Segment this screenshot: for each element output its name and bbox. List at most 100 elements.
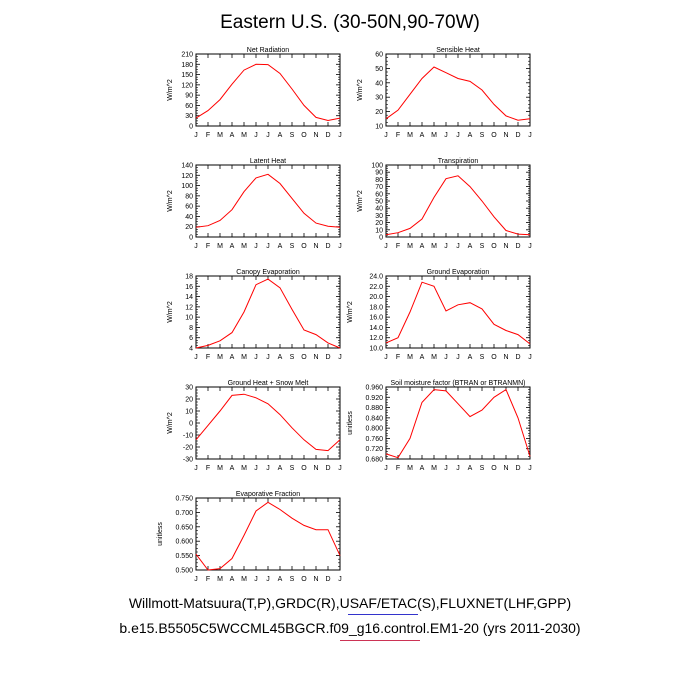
data-point bbox=[385, 342, 386, 343]
x-tick-label: M bbox=[407, 243, 413, 250]
x-tick-label: J bbox=[254, 243, 258, 250]
x-tick-label: F bbox=[396, 243, 400, 250]
data-point bbox=[339, 118, 340, 119]
data-point bbox=[243, 70, 244, 71]
data-point bbox=[231, 332, 232, 333]
data-point bbox=[327, 342, 328, 343]
y-tick-label: 90 bbox=[375, 170, 383, 177]
x-tick-label: O bbox=[301, 354, 307, 361]
data-point bbox=[457, 78, 458, 79]
x-tick-label: A bbox=[420, 354, 425, 361]
x-tick-label: N bbox=[313, 465, 318, 472]
x-tick-label: N bbox=[313, 243, 318, 250]
y-tick-label: 30 bbox=[185, 385, 193, 392]
y-tick-label: 0 bbox=[379, 235, 383, 242]
plot-frame bbox=[195, 497, 341, 571]
data-point bbox=[219, 220, 220, 221]
x-tick-label: A bbox=[468, 243, 473, 250]
x-tick-label: M bbox=[407, 465, 413, 472]
data-point bbox=[493, 397, 494, 398]
data-point bbox=[255, 510, 256, 511]
data-point bbox=[207, 425, 208, 426]
data-point bbox=[231, 395, 232, 396]
data-point bbox=[517, 334, 518, 335]
y-tick-label: 210 bbox=[181, 52, 193, 59]
data-point bbox=[267, 502, 268, 503]
x-tick-label: O bbox=[491, 243, 497, 250]
data-point bbox=[291, 309, 292, 310]
panel-title: Evaporative Fraction bbox=[236, 491, 300, 498]
data-point bbox=[517, 120, 518, 121]
y-tick-label: 4 bbox=[189, 346, 193, 353]
x-tick-label: A bbox=[278, 576, 283, 583]
y-tick-label: 14.0 bbox=[369, 325, 383, 332]
data-point bbox=[195, 439, 196, 440]
y-tick-label: 0.840 bbox=[365, 415, 383, 422]
data-point bbox=[279, 509, 280, 510]
series-line bbox=[385, 66, 531, 121]
series-line bbox=[195, 278, 341, 349]
x-tick-label: J bbox=[254, 465, 258, 472]
x-tick-label: S bbox=[480, 243, 485, 250]
data-point bbox=[457, 403, 458, 404]
data-point bbox=[255, 284, 256, 285]
plot-frame bbox=[385, 53, 531, 127]
x-tick-label: J bbox=[254, 354, 258, 361]
x-tick-label: A bbox=[468, 354, 473, 361]
x-tick-label: O bbox=[301, 465, 307, 472]
x-tick-label: D bbox=[515, 354, 520, 361]
y-tick-label: 0.650 bbox=[175, 524, 193, 531]
data-point bbox=[445, 72, 446, 73]
data-point bbox=[493, 104, 494, 105]
x-tick-label: J bbox=[528, 465, 532, 472]
x-tick-label: J bbox=[456, 132, 460, 139]
panel-title: Transpiration bbox=[438, 158, 479, 165]
data-point bbox=[445, 178, 446, 179]
y-tick-label: 0.720 bbox=[365, 446, 383, 453]
data-point bbox=[207, 569, 208, 570]
x-tick-label: A bbox=[230, 576, 235, 583]
data-point bbox=[493, 324, 494, 325]
x-tick-label: J bbox=[338, 243, 342, 250]
series-line bbox=[195, 501, 341, 571]
data-point bbox=[279, 414, 280, 415]
x-tick-label: S bbox=[290, 465, 295, 472]
x-tick-label: J bbox=[456, 465, 460, 472]
x-tick-label: A bbox=[278, 243, 283, 250]
y-tick-label: 10 bbox=[375, 227, 383, 234]
data-point bbox=[409, 94, 410, 95]
data-point bbox=[267, 174, 268, 175]
y-tick-label: 8 bbox=[189, 325, 193, 332]
y-tick-label: 10 bbox=[185, 315, 193, 322]
data-point bbox=[243, 394, 244, 395]
y-axis-label: W/m^2 bbox=[167, 79, 174, 101]
data-point bbox=[327, 529, 328, 530]
x-tick-label: N bbox=[313, 576, 318, 583]
chart-panel-8: Soil moisture factor (BTRAN or BTRANMN) J… bbox=[347, 380, 532, 472]
x-tick-label: J bbox=[338, 354, 342, 361]
x-tick-label: F bbox=[396, 354, 400, 361]
data-point bbox=[315, 449, 316, 450]
data-point bbox=[339, 555, 340, 556]
series-line bbox=[195, 393, 341, 452]
y-tick-label: 30 bbox=[375, 95, 383, 102]
x-tick-label: S bbox=[480, 465, 485, 472]
y-axis-label: unitless bbox=[347, 411, 354, 435]
series-line bbox=[195, 63, 341, 122]
y-tick-label: 60 bbox=[185, 204, 193, 211]
data-point bbox=[327, 120, 328, 121]
x-tick-label: J bbox=[338, 465, 342, 472]
x-tick-label: A bbox=[230, 354, 235, 361]
y-tick-label: 18.0 bbox=[369, 304, 383, 311]
y-axis-label: W/m^2 bbox=[357, 79, 364, 101]
y-tick-label: 80 bbox=[185, 193, 193, 200]
data-point bbox=[505, 115, 506, 116]
data-point bbox=[195, 118, 196, 119]
data-point bbox=[195, 554, 196, 555]
data-point bbox=[255, 397, 256, 398]
data-point bbox=[207, 110, 208, 111]
y-tick-label: 0.880 bbox=[365, 405, 383, 412]
